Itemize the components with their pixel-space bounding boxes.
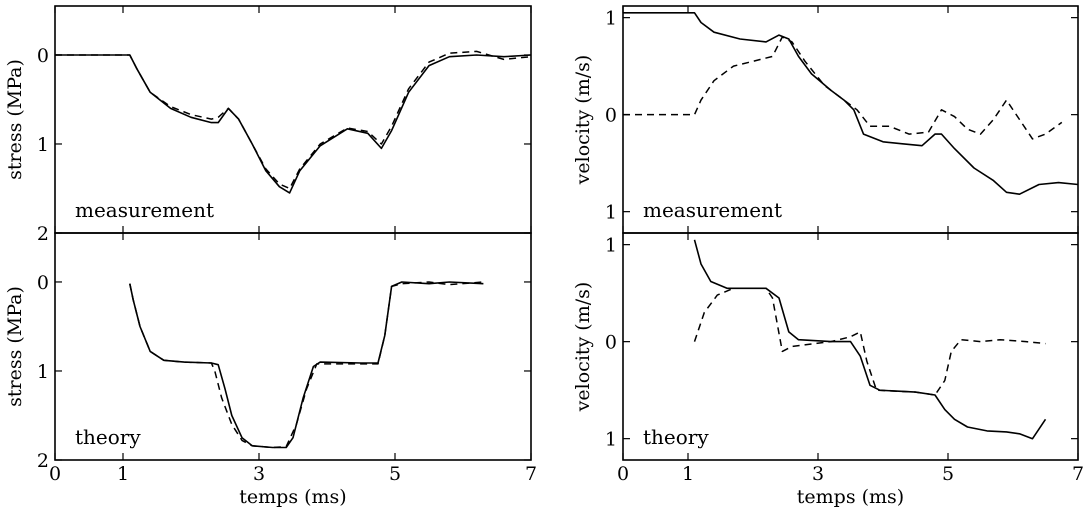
y-tick-label: 0 xyxy=(37,272,49,294)
y-axis-title: velocity (m/s) xyxy=(572,55,594,186)
y-tick-label: 0 xyxy=(37,45,49,67)
x-tick-label: 0 xyxy=(617,463,629,485)
x-tick-label: 3 xyxy=(812,463,824,485)
series-line-dashed xyxy=(55,50,532,190)
chart-panel-3: 1 0 1 velocity (m/s) measurement xyxy=(572,5,1079,234)
y-tick-label: 1 xyxy=(605,8,617,30)
x-tick-label: 3 xyxy=(253,463,265,485)
panel-label: theory xyxy=(643,425,709,449)
y-tick-label: 2 xyxy=(37,450,49,472)
y-axis-title: velocity (m/s) xyxy=(572,282,594,413)
x-tick-label: 1 xyxy=(682,463,694,485)
x-tick-label: 7 xyxy=(525,463,537,485)
series-line-solid xyxy=(693,239,1047,440)
chart-panel-2: 0 1 3 5 7 0 1 2 stress (MPa) temps (ms) theory xyxy=(4,232,537,508)
x-axis-title: temps (ms) xyxy=(239,486,346,508)
x-tick-label: 5 xyxy=(389,463,401,485)
series-line-solid xyxy=(55,54,532,194)
panel-label: measurement xyxy=(643,198,782,222)
panel-label: measurement xyxy=(75,198,214,222)
y-axis-title: stress (MPa) xyxy=(4,59,26,180)
y-tick-label: 1 xyxy=(605,202,617,224)
series-line-dashed xyxy=(693,287,1046,396)
x-tick-label: 1 xyxy=(117,463,129,485)
series-line-dashed xyxy=(129,281,484,449)
y-axis-title: stress (MPa) xyxy=(4,286,26,407)
x-tick-label: 5 xyxy=(942,463,954,485)
series-line-dashed xyxy=(623,36,1063,140)
x-tick-label: 7 xyxy=(1072,463,1084,485)
y-tick-label: 1 xyxy=(37,361,49,383)
y-tick-label: 1 xyxy=(605,235,617,257)
panel-label: theory xyxy=(75,425,141,449)
plot-frame xyxy=(54,232,532,461)
x-tick-label: 0 xyxy=(49,463,61,485)
y-tick-label: 1 xyxy=(37,134,49,156)
x-axis-title: temps (ms) xyxy=(797,486,904,508)
plot-frame xyxy=(622,232,1079,461)
y-tick-label: 2 xyxy=(37,223,49,245)
chart-panel-1: 0 1 2 stress (MPa) measurement xyxy=(4,5,532,245)
y-tick-label: 1 xyxy=(605,429,617,451)
y-tick-label: 0 xyxy=(605,332,617,354)
series-line-solid xyxy=(129,281,484,449)
y-tick-label: 0 xyxy=(605,105,617,127)
series-line-solid xyxy=(623,12,1079,195)
